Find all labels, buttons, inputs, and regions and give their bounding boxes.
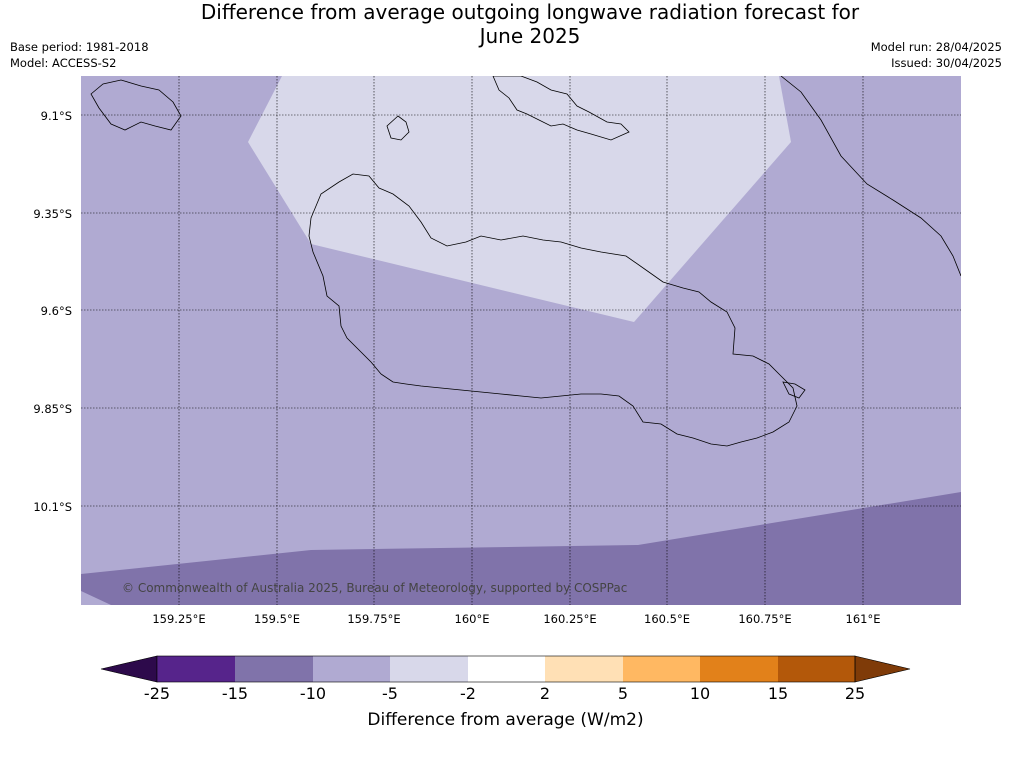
- colorbar-bin-2: [235, 656, 313, 682]
- colorbar-label: Difference from average (W/m2): [367, 710, 644, 730]
- copyright-text: © Commonwealth of Australia 2025, Bureau…: [122, 581, 627, 595]
- title-line-2: June 2025: [479, 24, 581, 48]
- lat-label-9-1: 9.1°S: [40, 109, 72, 123]
- lon-label-161: 161°E: [845, 612, 881, 626]
- colorbar-bin-7: [623, 656, 700, 682]
- base-period: Base period: 1981-2018: [10, 40, 149, 54]
- island-coastline-east: [780, 76, 961, 277]
- colorbar-bin-1: [157, 656, 235, 682]
- colorbar-bin-8: [700, 656, 778, 682]
- colorbar-bin-4: [390, 656, 468, 682]
- colorbar-extend-max: [854, 655, 911, 683]
- lon-label-160-5: 160.5°E: [644, 612, 690, 626]
- island-coastline-main: [308, 173, 798, 447]
- right-metadata: Model run: 28/04/2025 Issued: 30/04/2025: [871, 39, 1002, 71]
- colorbar-bin-3: [313, 656, 390, 682]
- left-metadata: Base period: 1981-2018 Model: ACCESS-S2: [10, 39, 149, 71]
- lon-label-160: 160°E: [454, 612, 490, 626]
- lat-label-9-85: 9.85°S: [33, 402, 72, 416]
- lat-label-9-6: 9.6°S: [40, 304, 72, 318]
- colorbar-bin-6: [545, 656, 623, 682]
- lat-label-9-35: 9.35°S: [33, 207, 72, 221]
- island-coastline-northeast: [492, 76, 630, 141]
- colorbar-tick-10: 25: [844, 684, 866, 703]
- lat-label-10-1: 10.1°S: [33, 500, 72, 514]
- island-coastline-small-north: [386, 115, 410, 141]
- colorbar-tick-9: 15: [767, 684, 789, 703]
- colorbar-tick-8: 10: [689, 684, 711, 703]
- colorbar-tick-5: -2: [460, 684, 476, 703]
- lon-label-160-25: 160.25°E: [543, 612, 597, 626]
- map-panel[interactable]: © Commonwealth of Australia 2025, Bureau…: [81, 76, 961, 605]
- region-minus15-to-minus10: [81, 492, 961, 605]
- issued-date: Issued: 30/04/2025: [891, 56, 1002, 70]
- coastlines: [90, 76, 961, 447]
- model-run: Model run: 28/04/2025: [870, 40, 1002, 54]
- colorbar-extend-min: [100, 655, 158, 683]
- region-minus5-to-minus2: [248, 76, 791, 322]
- colorbar-tick-2: -15: [221, 684, 249, 703]
- colorbar-tick-3: -10: [299, 684, 327, 703]
- colorbar-tick-7: 5: [617, 684, 629, 703]
- lon-label-159-25: 159.25°E: [152, 612, 206, 626]
- title-line-1: Difference from average outgoing longwav…: [200, 0, 860, 24]
- colorbar-tick-4: -5: [382, 684, 398, 703]
- colorbar-bin-9: [778, 656, 855, 682]
- colorbar-bin-5: [468, 656, 545, 682]
- island-coastline-northwest: [90, 79, 182, 131]
- colorbar-tick-6: 2: [539, 684, 551, 703]
- island-coastline-islet: [782, 381, 806, 399]
- lon-label-160-75: 160.75°E: [738, 612, 792, 626]
- graticule: [81, 76, 961, 605]
- model-name: Model: ACCESS-S2: [10, 56, 117, 70]
- lon-label-159-5: 159.5°E: [254, 612, 300, 626]
- colorbar: [100, 655, 911, 683]
- lon-label-159-75: 159.75°E: [347, 612, 401, 626]
- colorbar-tick-1: -25: [143, 684, 171, 703]
- colorbar-outline: [156, 655, 856, 683]
- map-title: Difference from average outgoing longwav…: [130, 0, 930, 48]
